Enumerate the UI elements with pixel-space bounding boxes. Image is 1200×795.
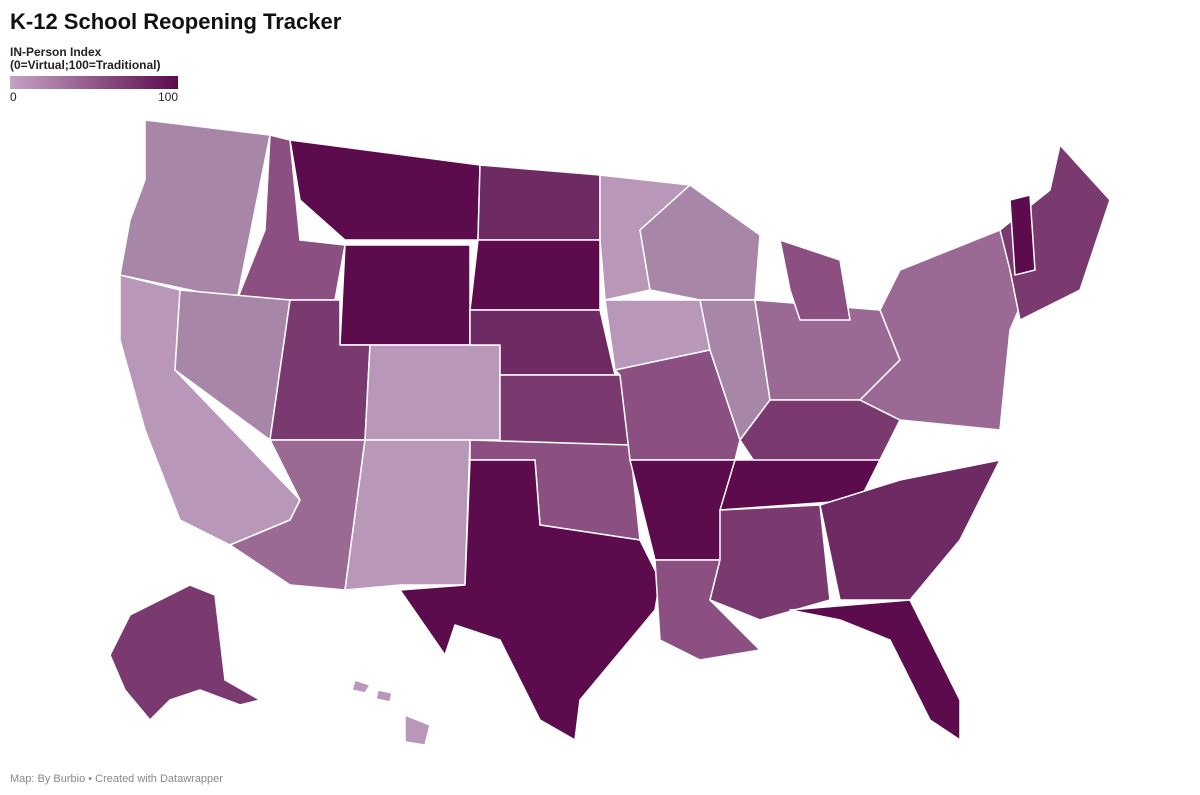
region — [289, 139, 481, 241]
legend-gradient — [10, 76, 178, 89]
region — [339, 244, 471, 346]
region — [1009, 194, 1036, 276]
region — [375, 689, 393, 703]
title: K-12 School Reopening Tracker — [10, 9, 342, 34]
region — [236, 134, 346, 301]
region — [789, 599, 961, 741]
legend-title: IN-Person Index — [10, 45, 102, 59]
region — [499, 374, 631, 446]
region — [399, 459, 661, 741]
legend-subtitle: (0=Virtual;100=Traditional) — [10, 58, 161, 72]
region — [344, 439, 471, 591]
region — [109, 584, 261, 721]
region — [709, 504, 831, 621]
us-map — [109, 119, 1111, 746]
region — [404, 714, 431, 746]
region — [999, 144, 1111, 321]
legend-label: 100 — [158, 90, 178, 104]
legend-label: 0 — [10, 90, 17, 104]
region — [779, 239, 851, 321]
region — [364, 344, 501, 441]
region — [469, 239, 601, 311]
region — [819, 459, 1001, 601]
footer-credit: Map: By Burbio • Created with Datawrappe… — [10, 773, 223, 785]
region — [351, 679, 371, 694]
region — [477, 164, 601, 241]
